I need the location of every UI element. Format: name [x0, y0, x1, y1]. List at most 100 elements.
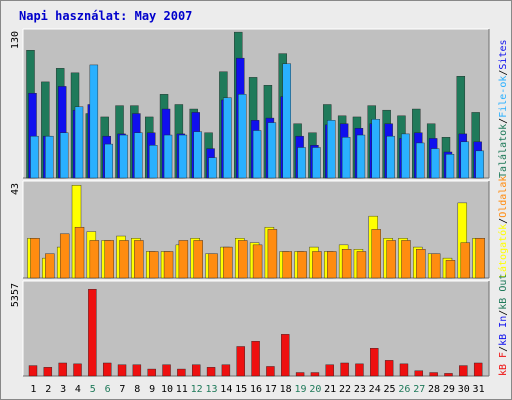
bar-files: [282, 63, 291, 179]
x-tick-label: 11: [176, 384, 188, 395]
bar-kb-f: [444, 373, 453, 377]
bar-kb-f: [340, 362, 349, 377]
bar-pages: [89, 240, 100, 279]
bar-kb-f: [399, 363, 409, 377]
bar-kb-f: [117, 364, 127, 377]
x-tick-label: 10: [161, 384, 173, 395]
bar-kb-f: [28, 365, 38, 377]
bar-files: [45, 135, 54, 179]
bar-pages: [30, 238, 40, 279]
x-tick-label: 7: [119, 384, 125, 395]
bar-files: [74, 106, 84, 179]
bar-pages: [267, 229, 278, 279]
x-tick-label: 29: [443, 384, 455, 395]
x-tick-label: 9: [149, 384, 155, 395]
x-tick-label: 28: [428, 384, 440, 395]
bar-kb-f: [355, 363, 364, 377]
bar-kb-f: [281, 334, 290, 377]
bar-kb-f: [266, 366, 275, 377]
bar-files: [193, 131, 202, 179]
bar-kb-f: [310, 372, 320, 377]
bar-files: [223, 97, 232, 179]
y-max-label-top: 130: [10, 31, 21, 49]
y-max-label-bottom: 5357: [10, 283, 21, 307]
x-tick-label: 17: [265, 384, 277, 395]
bar-pages: [178, 240, 189, 279]
x-tick-label: 19: [294, 384, 306, 395]
x-tick-label: 23: [354, 384, 366, 395]
bar-files: [149, 145, 158, 179]
bar-files: [401, 133, 410, 179]
bar-kb-f: [236, 346, 245, 377]
bar-pages: [59, 233, 70, 279]
bar-pages: [416, 249, 426, 279]
bar-files: [119, 134, 128, 179]
x-tick-label: 26: [398, 384, 410, 395]
bar-kb-f: [429, 372, 438, 377]
bar-pages: [371, 229, 381, 279]
x-tick-label: 6: [105, 384, 111, 395]
bar-files: [30, 135, 39, 179]
bar-files: [445, 154, 455, 179]
legend-top: Találatok/File-ok/Sites: [497, 39, 509, 178]
bar-kb-f: [370, 348, 379, 377]
bar-pages: [356, 251, 367, 279]
bar-kb-f: [459, 365, 468, 377]
legend-middle: Látogatók/Oldalak: [497, 176, 509, 278]
bar-kb-f: [88, 288, 97, 377]
bar-files: [104, 143, 113, 179]
y-max-label-middle: 43: [10, 183, 21, 195]
bar-pages: [163, 251, 174, 279]
bar-kb-f: [102, 362, 112, 377]
bar-pages: [223, 246, 233, 279]
bar-files: [267, 122, 277, 179]
x-tick-label: 2: [45, 384, 51, 395]
x-tick-label: 18: [280, 384, 292, 395]
bar-pages: [134, 240, 144, 279]
x-tick-label: 8: [134, 384, 140, 395]
bar-files: [460, 141, 470, 179]
bar-files: [475, 150, 484, 179]
x-tick-label: 21: [324, 384, 336, 395]
bar-files: [327, 120, 336, 179]
bar-kb-f: [384, 360, 394, 377]
bar-pages: [445, 260, 456, 279]
bar-kb-f: [206, 367, 216, 377]
bar-kb-f: [73, 363, 82, 377]
bar-files: [208, 157, 217, 179]
bar-files: [163, 134, 173, 179]
x-tick-label: 12: [191, 384, 203, 395]
bar-pages: [312, 251, 322, 279]
bar-kb-f: [295, 372, 305, 377]
x-tick-label: 3: [60, 384, 66, 395]
x-tick-label: 30: [458, 384, 470, 395]
x-tick-label: 14: [220, 384, 232, 395]
x-tick-label: 1: [30, 384, 36, 395]
x-tick-label: 5: [90, 384, 96, 395]
bar-kb-f: [58, 362, 67, 377]
chart-title: Napi használat: May 2007: [19, 9, 192, 23]
bar-pages: [401, 240, 411, 279]
bar-files: [238, 94, 247, 179]
bar-kb-f: [43, 367, 53, 377]
panel-kbytes: [22, 280, 490, 377]
bar-kb-f: [162, 364, 171, 377]
x-axis-labels: 1 2 3 4 5 6 7 8 9 10 11 12 13 14 15 16 17 18 19 20 21 22 23 24 2…: [30, 384, 484, 395]
bar-pages: [252, 244, 263, 279]
bar-pages: [341, 249, 352, 279]
bar-pages: [119, 240, 129, 279]
bar-kb-f: [251, 341, 260, 377]
bar-kb-f: [414, 370, 424, 377]
x-tick-label: 31: [473, 384, 485, 395]
legend-bottom: kB F/kB In/kB Out: [498, 274, 509, 376]
bar-pages: [45, 253, 55, 279]
bar-files: [430, 148, 440, 179]
bar-kb-f: [325, 364, 334, 377]
bar-kb-f: [132, 364, 142, 377]
x-tick-label: 13: [205, 384, 217, 395]
bar-files: [59, 132, 69, 179]
bar-pages: [475, 238, 485, 279]
bar-files: [178, 134, 188, 179]
bar-kb-f: [147, 368, 156, 377]
